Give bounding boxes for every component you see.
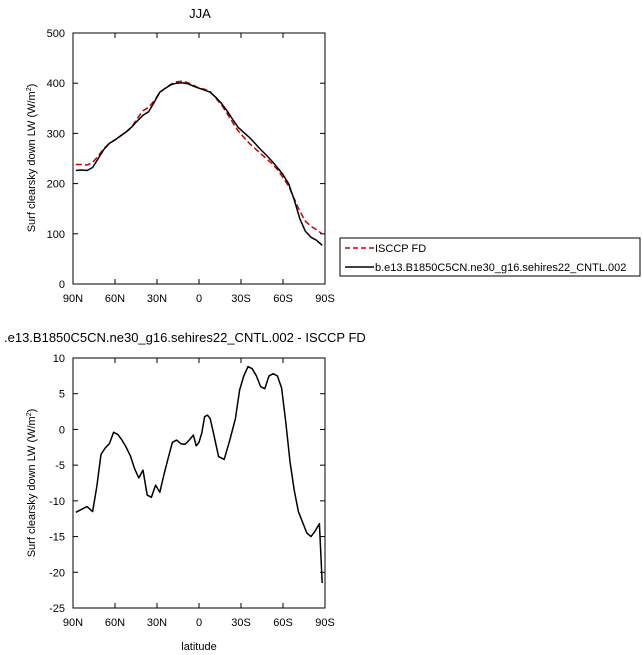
bottom-ytick-label: -5 — [55, 460, 65, 472]
top-series-line-0 — [75, 80, 323, 235]
bottom-xtick-label: 30N — [147, 617, 167, 629]
bottom-ytick-label: 10 — [53, 353, 65, 365]
top-plot-frame — [72, 32, 326, 285]
legend-box — [339, 237, 641, 277]
top-xtick-label: 90N — [63, 293, 83, 305]
top-y-axis-title: Surf clearsky down LW (W/m2) — [26, 84, 38, 233]
top-xtick-label: 30N — [147, 293, 167, 305]
bottom-xtick-label: 60N — [105, 617, 125, 629]
top-xtick-label: 90S — [315, 293, 335, 305]
bottom-series-line-0 — [75, 365, 323, 584]
top-series-line-1 — [75, 81, 323, 246]
top-ytick-label: 200 — [47, 179, 65, 191]
bottom-xtick-label: 90S — [315, 617, 335, 629]
legend-label-model: b.e13.B1850C5CN.ne30_g16.sehires22_CNTL.… — [375, 262, 626, 274]
bottom-plot: -25 -20 -15 -10 -5 0 5 10 90N 60N 30N 0 30S 60S 90S — [49, 353, 335, 629]
bottom-ytick-label: 0 — [59, 424, 65, 436]
bottom-x-axis-title: latitude — [181, 641, 216, 653]
top-xtick-label: 0 — [196, 293, 202, 305]
top-xtick-label: 30S — [231, 293, 251, 305]
legend-label-isccp: ISCCP FD — [375, 243, 426, 255]
top-xtick-label: 60S — [273, 293, 293, 305]
bottom-plot-frame — [72, 357, 326, 609]
bottom-ytick-label: -20 — [49, 567, 65, 579]
top-ytick-label: 100 — [47, 229, 65, 241]
bottom-xtick-label: 0 — [196, 617, 202, 629]
bottom-xtick-label: 30S — [231, 617, 251, 629]
bottom-xtick-label: 90N — [63, 617, 83, 629]
top-xtick-label: 60N — [105, 293, 125, 305]
bottom-ytick-label: 5 — [59, 389, 65, 401]
bottom-xtick-label: 60S — [273, 617, 293, 629]
top-ytick-label: 300 — [47, 128, 65, 140]
top-ytick-label: 0 — [59, 279, 65, 291]
bottom-ytick-label: -25 — [49, 603, 65, 615]
bottom-y-axis-title: Surf clearsky down LW (W/m2) — [26, 409, 38, 558]
top-ytick-label: 500 — [47, 28, 65, 40]
top-plot: 0 100 200 300 400 500 90N 60N 30N 0 30S 60S 90S — [47, 28, 335, 305]
bottom-chart-title: .e13.B1850C5CN.ne30_g16.sehires22_CNTL.0… — [4, 330, 366, 345]
legend: ISCCP FD b.e13.B1850C5CN.ne30_g16.sehire… — [339, 237, 641, 277]
top-ytick-label: 400 — [47, 78, 65, 90]
bottom-ytick-label: -15 — [49, 532, 65, 544]
bottom-ytick-label: -10 — [49, 496, 65, 508]
top-chart-title: JJA — [189, 6, 211, 21]
